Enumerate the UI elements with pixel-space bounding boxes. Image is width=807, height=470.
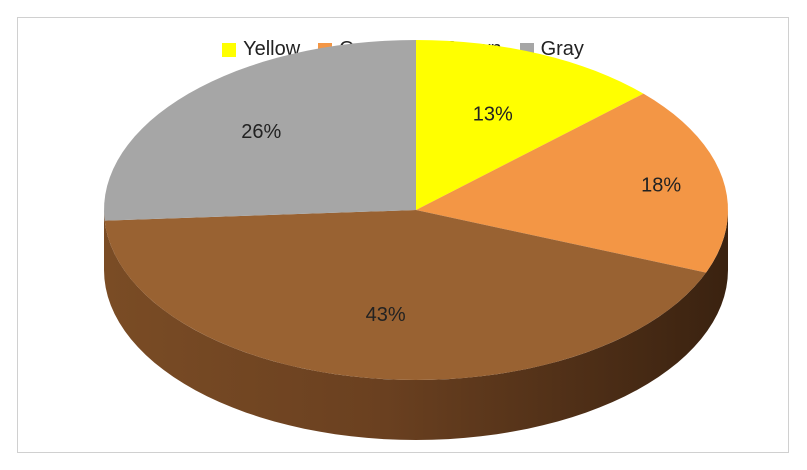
pie-side-group: [104, 210, 728, 440]
pie-slice-brown: [104, 210, 707, 380]
pie-side-wall: [104, 210, 728, 440]
pie-slice-gray: [104, 40, 417, 221]
legend-label-yellow: Yellow: [243, 38, 301, 60]
slice-label-orange: 18%: [641, 175, 681, 197]
slice-label-brown: 43%: [366, 304, 406, 326]
legend-item-yellow: Yellow: [222, 38, 300, 61]
slice-label-gray: 26%: [241, 121, 281, 143]
pie-slice-orange: [416, 93, 728, 273]
legend-swatch-yellow: [222, 42, 237, 57]
pie-labels: 13% 18% 43% 26%: [241, 103, 681, 326]
legend-label-gray: Gray: [540, 38, 584, 60]
slice-label-yellow: 13%: [473, 103, 513, 125]
pie-slice-yellow: [416, 40, 644, 210]
pie-slices: [104, 40, 728, 380]
